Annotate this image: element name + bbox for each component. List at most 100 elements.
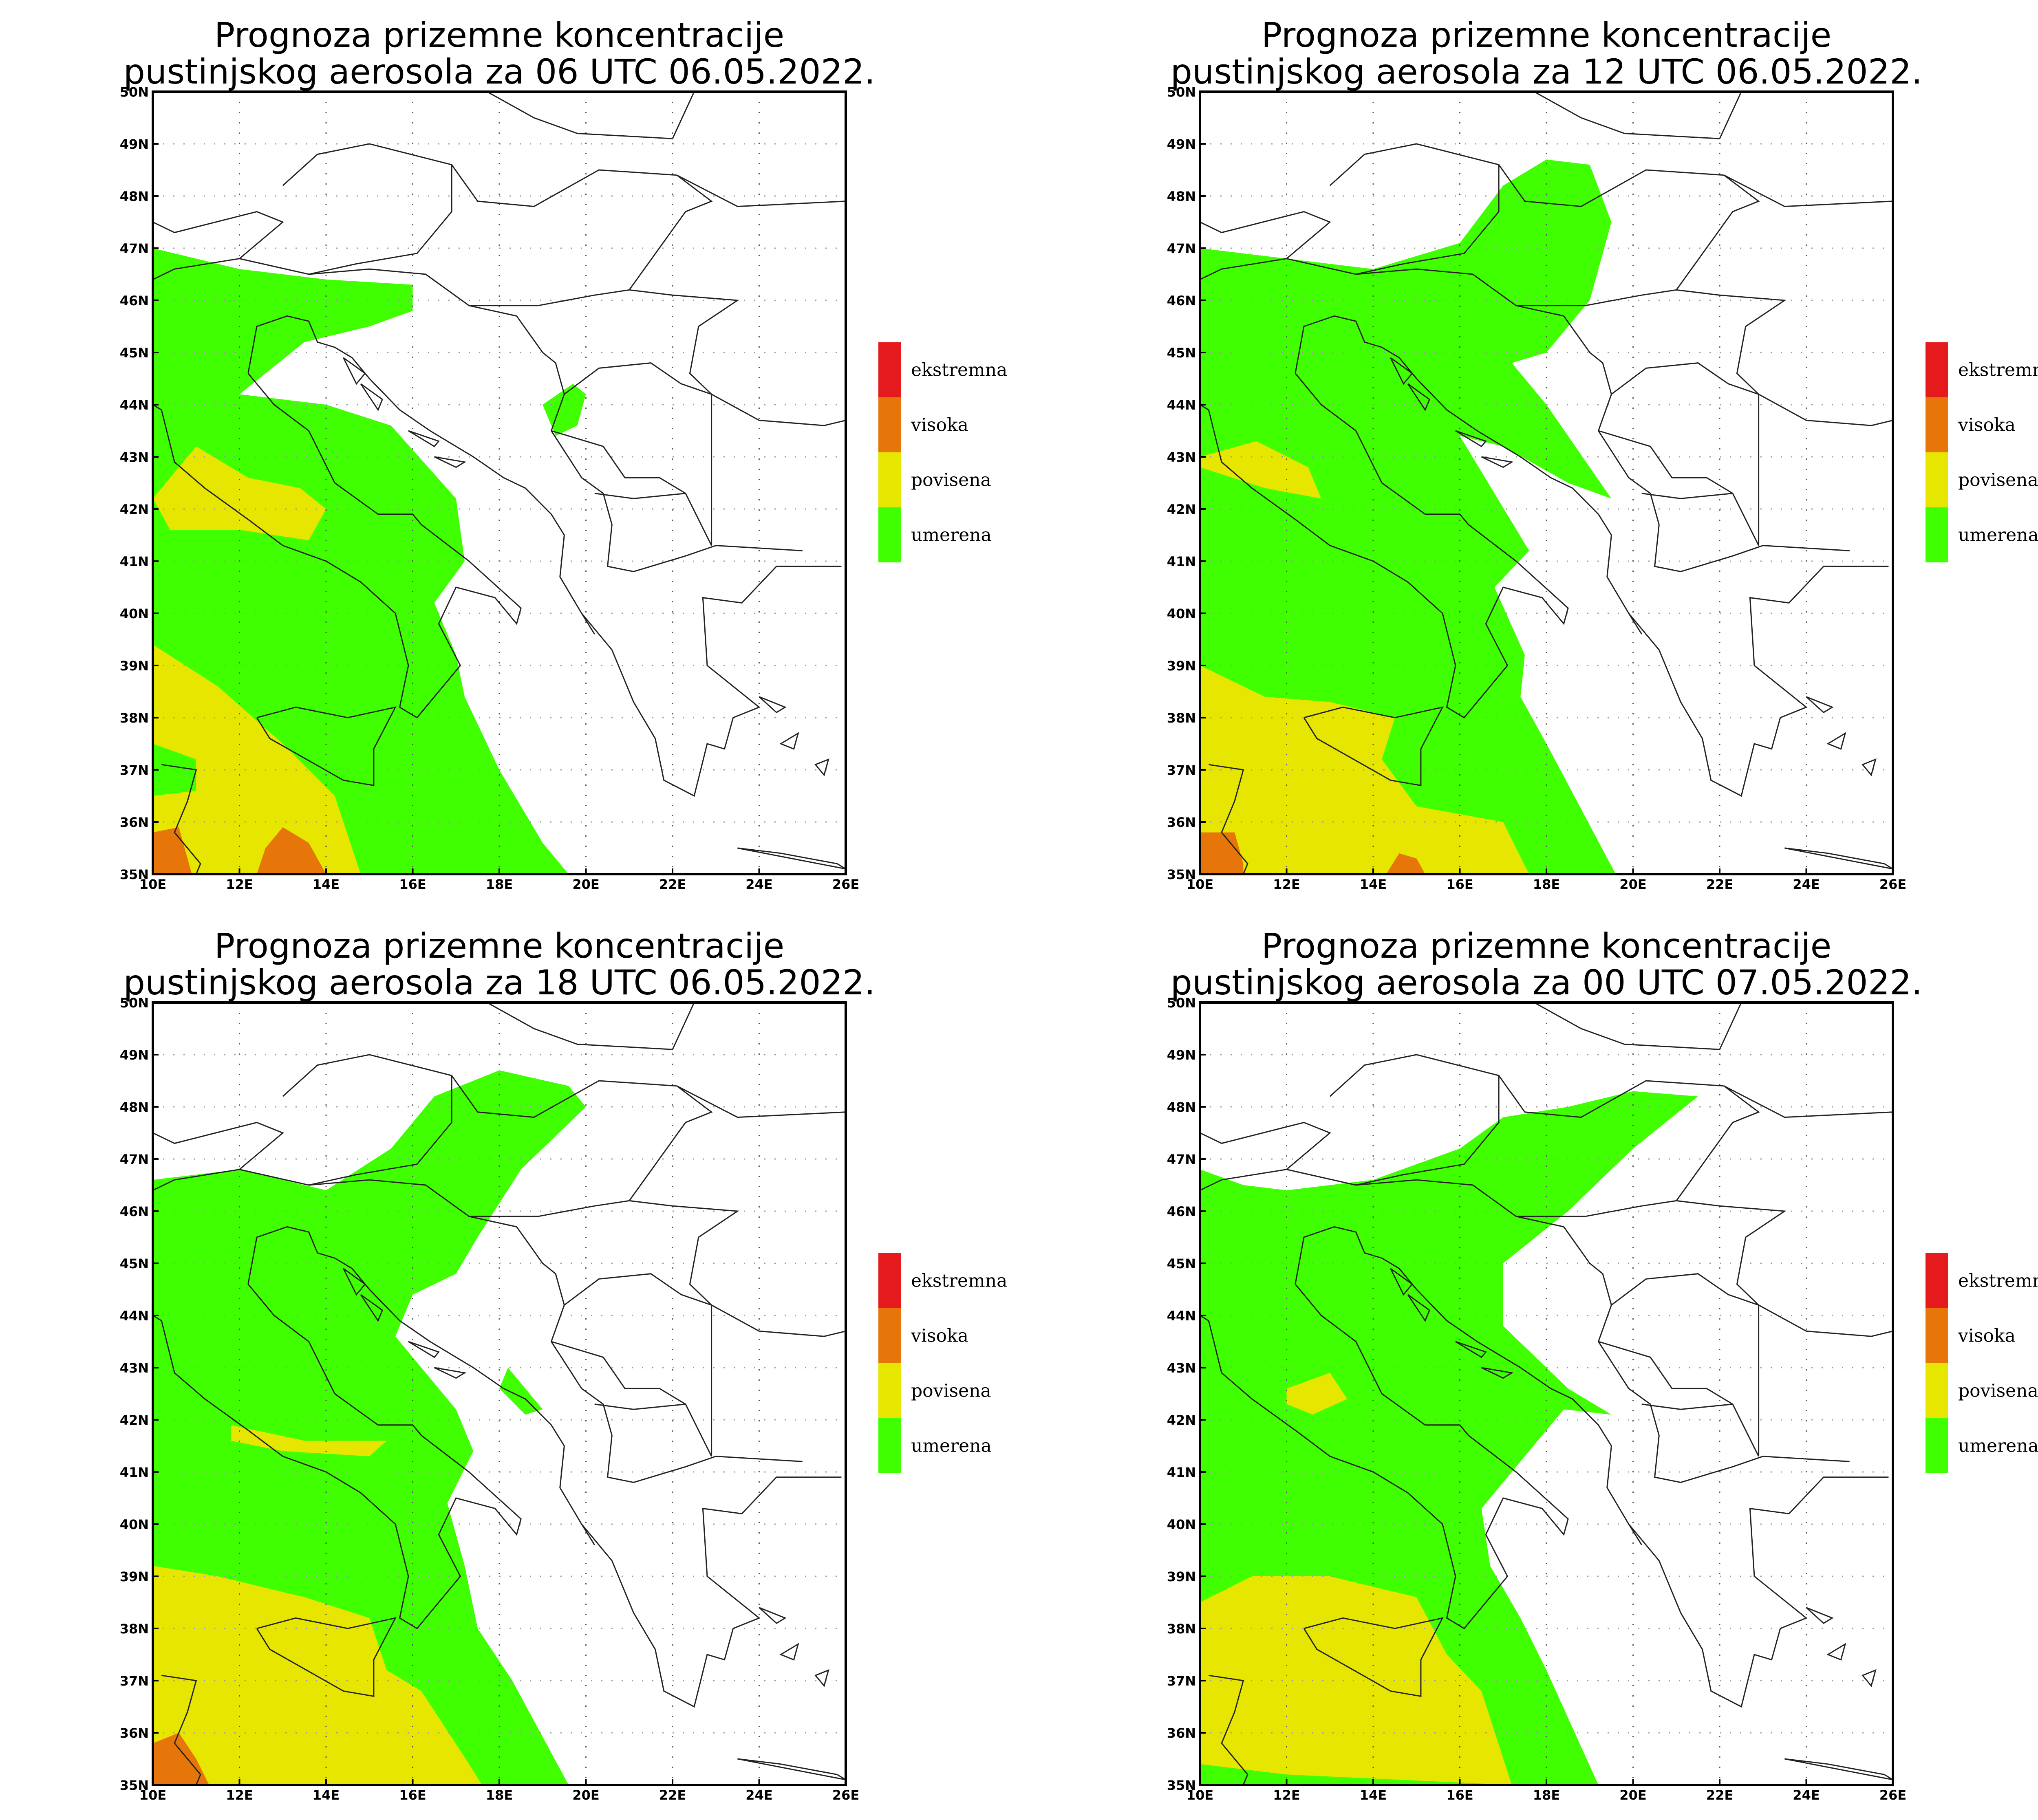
lat-tick-label: 35N (1167, 867, 1196, 882)
island-outline (1784, 1758, 1893, 1780)
concentration-field-umerena (153, 744, 196, 796)
coastline-border (153, 1122, 284, 1191)
lat-tick-label: 43N (1167, 1360, 1196, 1376)
island-outline (737, 847, 846, 870)
coastline-border (256, 706, 397, 787)
lon-tick-label: 12E (226, 877, 253, 892)
panel-title-line1: Prognoza prizemne koncentracije (214, 15, 785, 55)
island-outline (408, 430, 440, 447)
lat-tick-label: 40N (1167, 1517, 1196, 1532)
island-outline (814, 758, 829, 776)
coastline-border (1598, 430, 1733, 494)
lat-tick-label: 46N (1167, 1204, 1196, 1219)
lat-tick-label: 41N (120, 554, 149, 569)
lat-tick-label: 44N (1167, 1308, 1196, 1324)
coastline-border (451, 1075, 713, 1217)
island-outline (779, 732, 799, 750)
coastline-border (711, 394, 846, 426)
legend-swatch-ekstremna (878, 1253, 901, 1308)
coastline-border (1628, 566, 1889, 797)
coastline-border (1676, 1200, 1787, 1306)
lat-tick-label: 37N (120, 762, 149, 778)
lon-tick-label: 16E (399, 877, 426, 892)
lat-tick-label: 36N (1167, 815, 1196, 830)
lon-tick-label: 10E (1187, 877, 1213, 892)
lat-tick-label: 37N (1167, 762, 1196, 778)
map-area (153, 1003, 846, 1785)
lat-tick-label: 47N (120, 1152, 149, 1167)
island-outline (1481, 1367, 1514, 1379)
island-outline (1455, 430, 1487, 447)
lat-tick-label: 49N (120, 1047, 149, 1063)
lat-tick-label: 42N (120, 1412, 149, 1428)
coastline-border (1209, 1675, 1248, 1785)
legend: ekstremna visoka povisena umerena (1926, 1253, 2038, 1473)
coastline-border (1611, 362, 1759, 395)
legend-label-visoka: visoka (1958, 1326, 2016, 1346)
legend-label-ekstremna: ekstremna (911, 360, 1007, 381)
island-outline (434, 456, 467, 468)
legend-label-umerena: umerena (1958, 1436, 2038, 1456)
lon-tick-label: 24E (1793, 1787, 1820, 1803)
island-outline (343, 357, 366, 385)
lat-tick-label: 40N (1167, 606, 1196, 621)
legend: ekstremna visoka povisena umerena (878, 342, 1007, 562)
lat-tick-label: 38N (1167, 1621, 1196, 1637)
legend-label-visoka: visoka (911, 415, 968, 436)
lat-tick-label: 49N (1167, 1047, 1196, 1063)
legend-swatch-ekstremna (878, 342, 901, 397)
concentration-field-visoka (153, 1733, 210, 1785)
legend-label-povisena: povisena (1958, 1381, 2038, 1401)
coastline-border (711, 1304, 846, 1337)
coastline-border (1598, 1341, 1733, 1405)
coastline-border (581, 566, 842, 797)
coastline-border (629, 1200, 739, 1306)
lat-tick-label: 44N (1167, 397, 1196, 413)
legend-label-umerena: umerena (1958, 525, 2038, 546)
lon-tick-label: 24E (746, 877, 772, 892)
lon-tick-label: 26E (832, 877, 859, 892)
lat-tick-label: 43N (120, 449, 149, 465)
legend-label-ekstremna: ekstremna (1958, 1271, 2038, 1291)
coastline-border (153, 1284, 522, 1629)
lon-tick-label: 18E (486, 877, 513, 892)
legend-swatch-umerena (1926, 507, 1948, 562)
coastline-border (451, 164, 713, 306)
lat-tick-label: 46N (120, 293, 149, 308)
coastline-border (248, 1003, 695, 1050)
lat-tick-label: 39N (1167, 1569, 1196, 1584)
concentration-field-visoka (1386, 853, 1425, 874)
concentration-field-povisena (153, 644, 361, 874)
lat-tick-label: 39N (1167, 658, 1196, 674)
legend-swatch-umerena (878, 1418, 901, 1473)
coastline-border (1758, 1304, 1893, 1337)
panel-title-line1: Prognoza prizemne koncentracije (1262, 15, 1832, 55)
lat-tick-label: 48N (120, 1099, 149, 1115)
coastline-border (161, 764, 201, 874)
lat-tick-label: 40N (120, 1517, 149, 1532)
island-outline (759, 1607, 787, 1624)
lat-tick-label: 37N (120, 1673, 149, 1689)
island-outline (1407, 383, 1430, 411)
forecast-panel-1: Prognoza prizemne koncentracijepustinjsk… (120, 15, 1008, 892)
lat-tick-label: 45N (1167, 345, 1196, 361)
panel-title-line2: pustinjskog aerosola za 06 UTC 06.05.202… (124, 52, 876, 92)
coastline-border (161, 1675, 201, 1785)
lat-tick-label: 46N (1167, 293, 1196, 308)
coastline-border (1723, 174, 1893, 207)
forecast-panel-2: Prognoza prizemne koncentracijepustinjsk… (1167, 15, 2038, 892)
legend-swatch-umerena (1926, 1418, 1948, 1473)
lon-tick-label: 22E (1706, 877, 1733, 892)
coastline-border (551, 1341, 686, 1405)
map-area (1200, 92, 1893, 874)
island-outline (1784, 847, 1893, 870)
coastline-border (247, 1226, 596, 1545)
lon-tick-label: 22E (1706, 1787, 1733, 1803)
lat-tick-label: 45N (120, 1256, 149, 1271)
coastline-border (1758, 394, 1893, 426)
lat-tick-label: 38N (120, 710, 149, 726)
lon-tick-label: 20E (572, 877, 599, 892)
lat-tick-label: 47N (1167, 1152, 1196, 1167)
legend: ekstremna visoka povisena umerena (1926, 342, 2038, 562)
